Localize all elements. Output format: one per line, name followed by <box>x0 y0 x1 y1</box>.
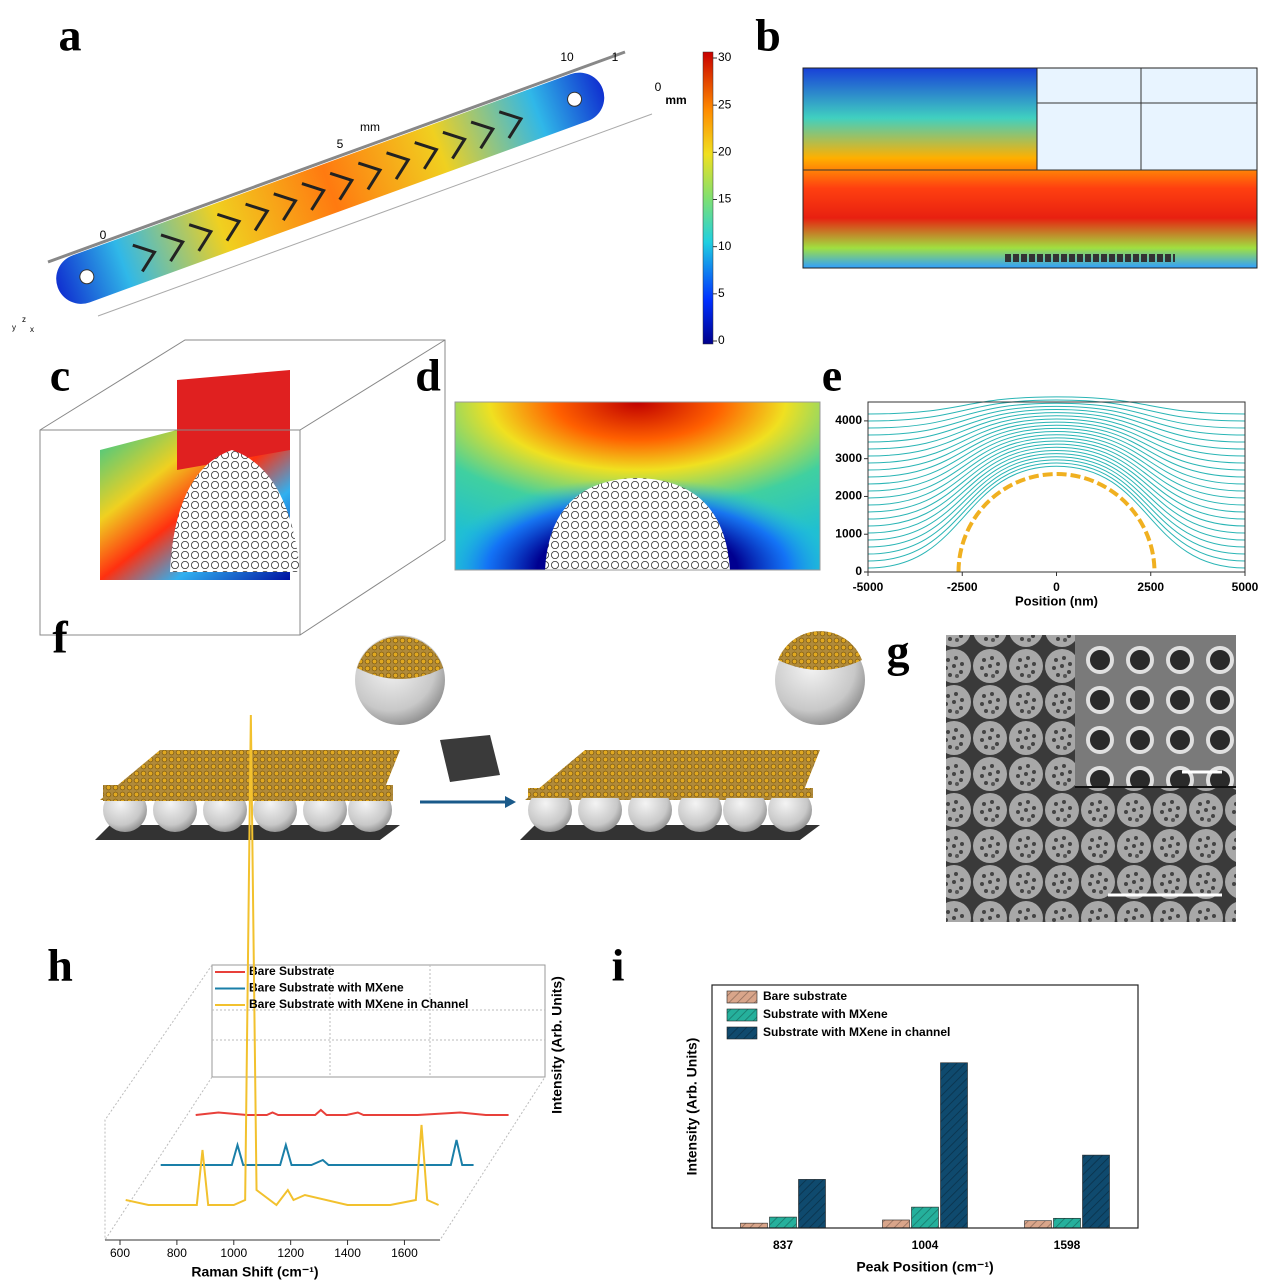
y-tick-label: 4000 <box>835 413 862 427</box>
legend-label: Bare Substrate with MXene in Channel <box>249 997 468 1011</box>
x-tick-label: 1598 <box>1054 1238 1081 1252</box>
schematic <box>95 631 865 840</box>
streamline <box>868 441 1245 512</box>
axis-triad: y <box>12 323 16 332</box>
spectrum <box>161 1140 474 1165</box>
streamline <box>868 425 1245 477</box>
scale-label: 5 <box>337 137 344 151</box>
panel-label: a <box>59 10 82 61</box>
x-tick-label: 600 <box>110 1246 130 1260</box>
colorbar-label: 30 <box>718 50 732 64</box>
x-tick-label: -2500 <box>947 580 978 594</box>
y-tick-label: 3000 <box>835 451 862 465</box>
channel-model <box>48 52 713 344</box>
colorbar-label: 0 <box>718 333 725 347</box>
axis-triad: z <box>22 315 26 324</box>
sem-image <box>946 635 1236 922</box>
panel-label: f <box>52 612 68 663</box>
particle <box>959 474 1155 572</box>
x-tick-label: 1400 <box>334 1246 361 1260</box>
legend-label: Substrate with MXene in channel <box>763 1025 950 1039</box>
colorbar-label: 20 <box>718 145 732 159</box>
scale-label: 1 <box>612 50 619 64</box>
scale-label: 0 <box>655 80 662 94</box>
streamline <box>868 397 1245 414</box>
bar <box>883 1220 910 1228</box>
legend-swatch <box>727 1027 757 1039</box>
x-tick-label: 800 <box>167 1246 187 1260</box>
y-tick-label: 0 <box>855 564 862 578</box>
colorbar-label: 5 <box>718 286 725 300</box>
scale-label: mm <box>665 93 686 107</box>
legend-label: Bare substrate <box>763 989 847 1003</box>
colorbar-label: 25 <box>718 97 732 111</box>
flow-field <box>803 68 1257 268</box>
figure: y z x 10 1 0 mm mm 5 0 a b c d e f g h i 0 5 10 15 20… <box>0 0 1261 1281</box>
streamline <box>868 432 1245 491</box>
panel-label: c <box>50 350 70 401</box>
bar <box>1054 1218 1081 1228</box>
bar <box>912 1207 939 1228</box>
panel-label: b <box>755 10 781 61</box>
panel-label: g <box>887 626 910 677</box>
x-tick-label: 5000 <box>1232 580 1259 594</box>
x-axis-label: Raman Shift (cm⁻¹) <box>191 1264 318 1280</box>
x-axis-label: Peak Position (cm⁻¹) <box>856 1259 993 1275</box>
scale-label: mm <box>360 120 380 134</box>
bar <box>770 1217 797 1228</box>
x-axis-label: Position (nm) <box>1015 593 1098 608</box>
x-tick-label: 1004 <box>912 1238 939 1252</box>
3d-field <box>40 340 445 635</box>
scale-label: 0 <box>100 228 107 242</box>
bar <box>741 1223 768 1228</box>
y-tick-label: 1000 <box>835 526 862 540</box>
bar <box>941 1063 968 1228</box>
legend-swatch <box>727 1009 757 1021</box>
legend-swatch <box>727 991 757 1003</box>
streamline <box>868 444 1245 519</box>
panel-label: d <box>415 350 441 401</box>
x-tick-label: 837 <box>773 1238 793 1252</box>
streamline <box>868 463 1245 561</box>
x-tick-label: 1600 <box>391 1246 418 1260</box>
axis-triad: x <box>30 325 34 334</box>
streamline <box>868 447 1245 526</box>
bar <box>799 1179 826 1228</box>
streamline <box>868 460 1245 554</box>
legend-label: Bare Substrate with MXene <box>249 981 404 995</box>
panel-label: i <box>612 940 625 991</box>
cross-section <box>455 402 820 570</box>
x-tick-label: -5000 <box>853 580 884 594</box>
bar <box>1025 1221 1052 1228</box>
x-tick-label: 1000 <box>220 1246 247 1260</box>
y-tick-label: 2000 <box>835 489 862 503</box>
streamline <box>868 438 1245 505</box>
panel-label: h <box>47 940 73 991</box>
scale-label: 10 <box>560 50 574 64</box>
spectrum <box>196 1110 509 1115</box>
streamlines <box>868 397 1245 568</box>
colorbar-label: 10 <box>718 239 732 253</box>
plot-frame <box>712 985 1138 1228</box>
x-tick-label: 2500 <box>1137 580 1164 594</box>
legend-label: Substrate with MXene <box>763 1007 888 1021</box>
streamline <box>868 466 1245 568</box>
panel-label: e <box>822 350 842 401</box>
streamline <box>868 406 1245 435</box>
y-axis-label: Intensity (Arb. Units) <box>549 976 565 1114</box>
colorbar-label: 15 <box>718 192 732 206</box>
legend-label: Bare Substrate <box>249 964 335 978</box>
bar <box>1083 1155 1110 1228</box>
y-axis-label: Intensity (Arb. Units) <box>684 1038 700 1176</box>
x-tick-label: 1200 <box>277 1246 304 1260</box>
x-tick-label: 0 <box>1053 580 1060 594</box>
